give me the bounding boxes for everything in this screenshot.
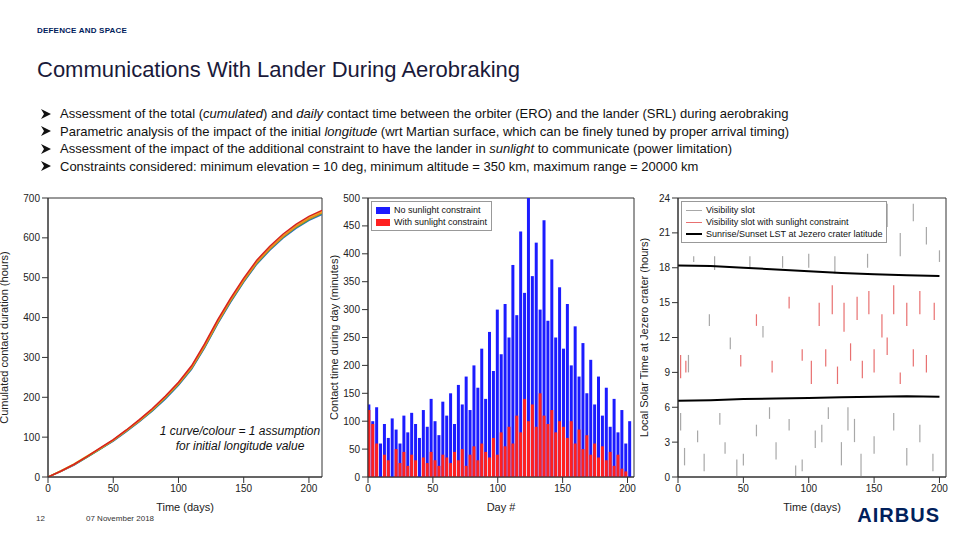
svg-text:100: 100 bbox=[170, 483, 187, 494]
html-text:No sunlight constraint: No sunlight constraint bbox=[394, 205, 481, 215]
html-text:Constraints considered: minimu: Constraints considered: minimum elevatio… bbox=[60, 158, 699, 174]
svg-text:3: 3 bbox=[664, 437, 670, 448]
svg-text:100: 100 bbox=[343, 416, 360, 427]
svg-text:0: 0 bbox=[354, 472, 360, 483]
svg-text:Local Solar Time at Jezero cra: Local Solar Time at Jezero crater (hours… bbox=[640, 238, 650, 437]
svg-text:50: 50 bbox=[738, 483, 750, 494]
svg-text:50: 50 bbox=[427, 483, 439, 494]
svg-text:150: 150 bbox=[235, 483, 252, 494]
svg-text:9: 9 bbox=[664, 367, 670, 378]
svg-text:100: 100 bbox=[489, 483, 506, 494]
svg-text:Cumulated contact duration (ho: Cumulated contact duration (hours) bbox=[8, 251, 10, 423]
html-text:for initial longitude value: for initial longitude value bbox=[175, 439, 305, 453]
svg-text:100: 100 bbox=[800, 483, 817, 494]
svg-text:500: 500 bbox=[23, 272, 40, 283]
svg-text:24: 24 bbox=[659, 193, 671, 204]
html-text:DEFENCE AND SPACE: DEFENCE AND SPACE bbox=[37, 26, 128, 35]
svg-text:200: 200 bbox=[931, 483, 948, 494]
svg-text:400: 400 bbox=[343, 248, 360, 259]
svg-text:0: 0 bbox=[675, 483, 681, 494]
html-text:Sunrise/Sunset LST at Jezero c: Sunrise/Sunset LST at Jezero crater lati… bbox=[706, 229, 883, 239]
svg-text:600: 600 bbox=[23, 232, 40, 243]
html-text:AIRBUS: AIRBUS bbox=[857, 504, 940, 526]
svg-text:Day #: Day # bbox=[487, 501, 517, 513]
svg-text:Time (days): Time (days) bbox=[156, 501, 214, 513]
svg-text:500: 500 bbox=[343, 193, 360, 204]
svg-text:12: 12 bbox=[659, 332, 671, 343]
svg-text:6: 6 bbox=[664, 402, 670, 413]
html-text:Parametric analysis of the imp: Parametric analysis of the impact of the… bbox=[60, 123, 790, 139]
svg-text:300: 300 bbox=[343, 304, 360, 315]
svg-text:100: 100 bbox=[23, 432, 40, 443]
svg-text:0: 0 bbox=[664, 472, 670, 483]
svg-text:Time (days): Time (days) bbox=[783, 501, 841, 513]
svg-text:0: 0 bbox=[34, 472, 40, 483]
html-text:12: 12 bbox=[36, 514, 45, 523]
svg-text:21: 21 bbox=[659, 227, 671, 238]
svg-text:200: 200 bbox=[301, 483, 318, 494]
svg-text:250: 250 bbox=[343, 332, 360, 343]
svg-text:18: 18 bbox=[659, 262, 671, 273]
svg-text:300: 300 bbox=[23, 352, 40, 363]
svg-text:350: 350 bbox=[343, 276, 360, 287]
svg-text:150: 150 bbox=[554, 483, 571, 494]
svg-text:700: 700 bbox=[23, 193, 40, 204]
svg-text:50: 50 bbox=[108, 483, 120, 494]
svg-text:450: 450 bbox=[343, 220, 360, 231]
svg-text:200: 200 bbox=[23, 392, 40, 403]
svg-text:0: 0 bbox=[365, 483, 371, 494]
html-text:07 November 2018: 07 November 2018 bbox=[86, 514, 154, 523]
svg-text:15: 15 bbox=[659, 297, 671, 308]
svg-text:50: 50 bbox=[349, 444, 361, 455]
svg-text:400: 400 bbox=[23, 312, 40, 323]
svg-text:200: 200 bbox=[343, 360, 360, 371]
html-text:Visibility slot: Visibility slot bbox=[706, 205, 755, 215]
svg-text:200: 200 bbox=[619, 483, 636, 494]
svg-text:150: 150 bbox=[343, 388, 360, 399]
html-text:1 curve/colour = 1 assumption: 1 curve/colour = 1 assumption bbox=[159, 424, 321, 438]
html-text:Assessment of the impact of th: Assessment of the impact of the addition… bbox=[60, 141, 732, 156]
html-text:Communications With Lander Dur: Communications With Lander During Aerobr… bbox=[37, 57, 520, 82]
html-text:Assessment of the total (cumul: Assessment of the total (cumulated) and … bbox=[60, 106, 789, 121]
html-text:With sunlight constraint: With sunlight constraint bbox=[394, 217, 487, 227]
svg-text:150: 150 bbox=[866, 483, 883, 494]
html-text:Visibility slot with sunlight: Visibility slot with sunlight constraint bbox=[706, 217, 849, 227]
svg-text:0: 0 bbox=[45, 483, 51, 494]
svg-text:Contact time during day (minut: Contact time during day (minutes) bbox=[330, 255, 340, 420]
